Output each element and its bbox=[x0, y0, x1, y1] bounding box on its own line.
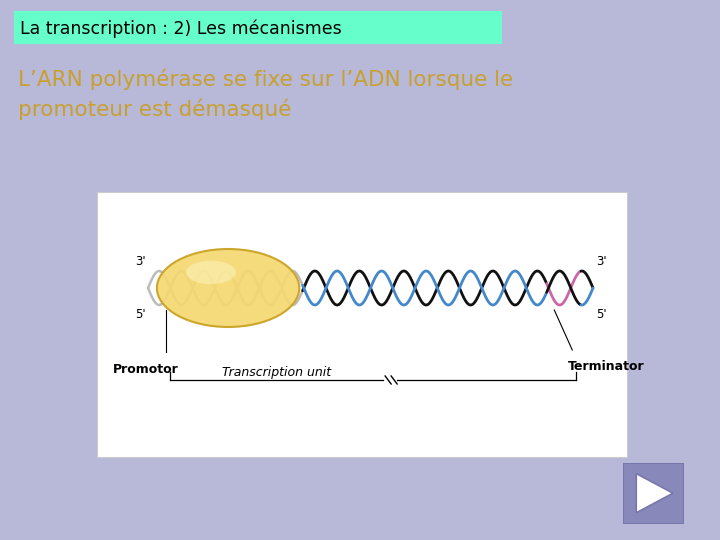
Polygon shape bbox=[636, 474, 673, 513]
Text: Terminator: Terminator bbox=[568, 360, 644, 373]
Text: 3': 3' bbox=[596, 255, 607, 268]
Text: Promotor: Promotor bbox=[113, 363, 179, 376]
Text: L’ARN polymérase se fixe sur l’ADN lorsque le: L’ARN polymérase se fixe sur l’ADN lorsq… bbox=[18, 68, 513, 90]
Text: 3': 3' bbox=[135, 255, 146, 268]
Text: promoteur est démasqué: promoteur est démasqué bbox=[18, 98, 292, 119]
Bar bbox=[97, 192, 627, 457]
Ellipse shape bbox=[157, 249, 300, 327]
Text: Transcription unit: Transcription unit bbox=[222, 366, 331, 379]
Ellipse shape bbox=[186, 261, 236, 284]
Text: La transcription : 2) Les mécanismes: La transcription : 2) Les mécanismes bbox=[20, 20, 342, 38]
Text: 5': 5' bbox=[596, 308, 607, 321]
FancyBboxPatch shape bbox=[14, 11, 502, 44]
Text: 5': 5' bbox=[135, 308, 146, 321]
